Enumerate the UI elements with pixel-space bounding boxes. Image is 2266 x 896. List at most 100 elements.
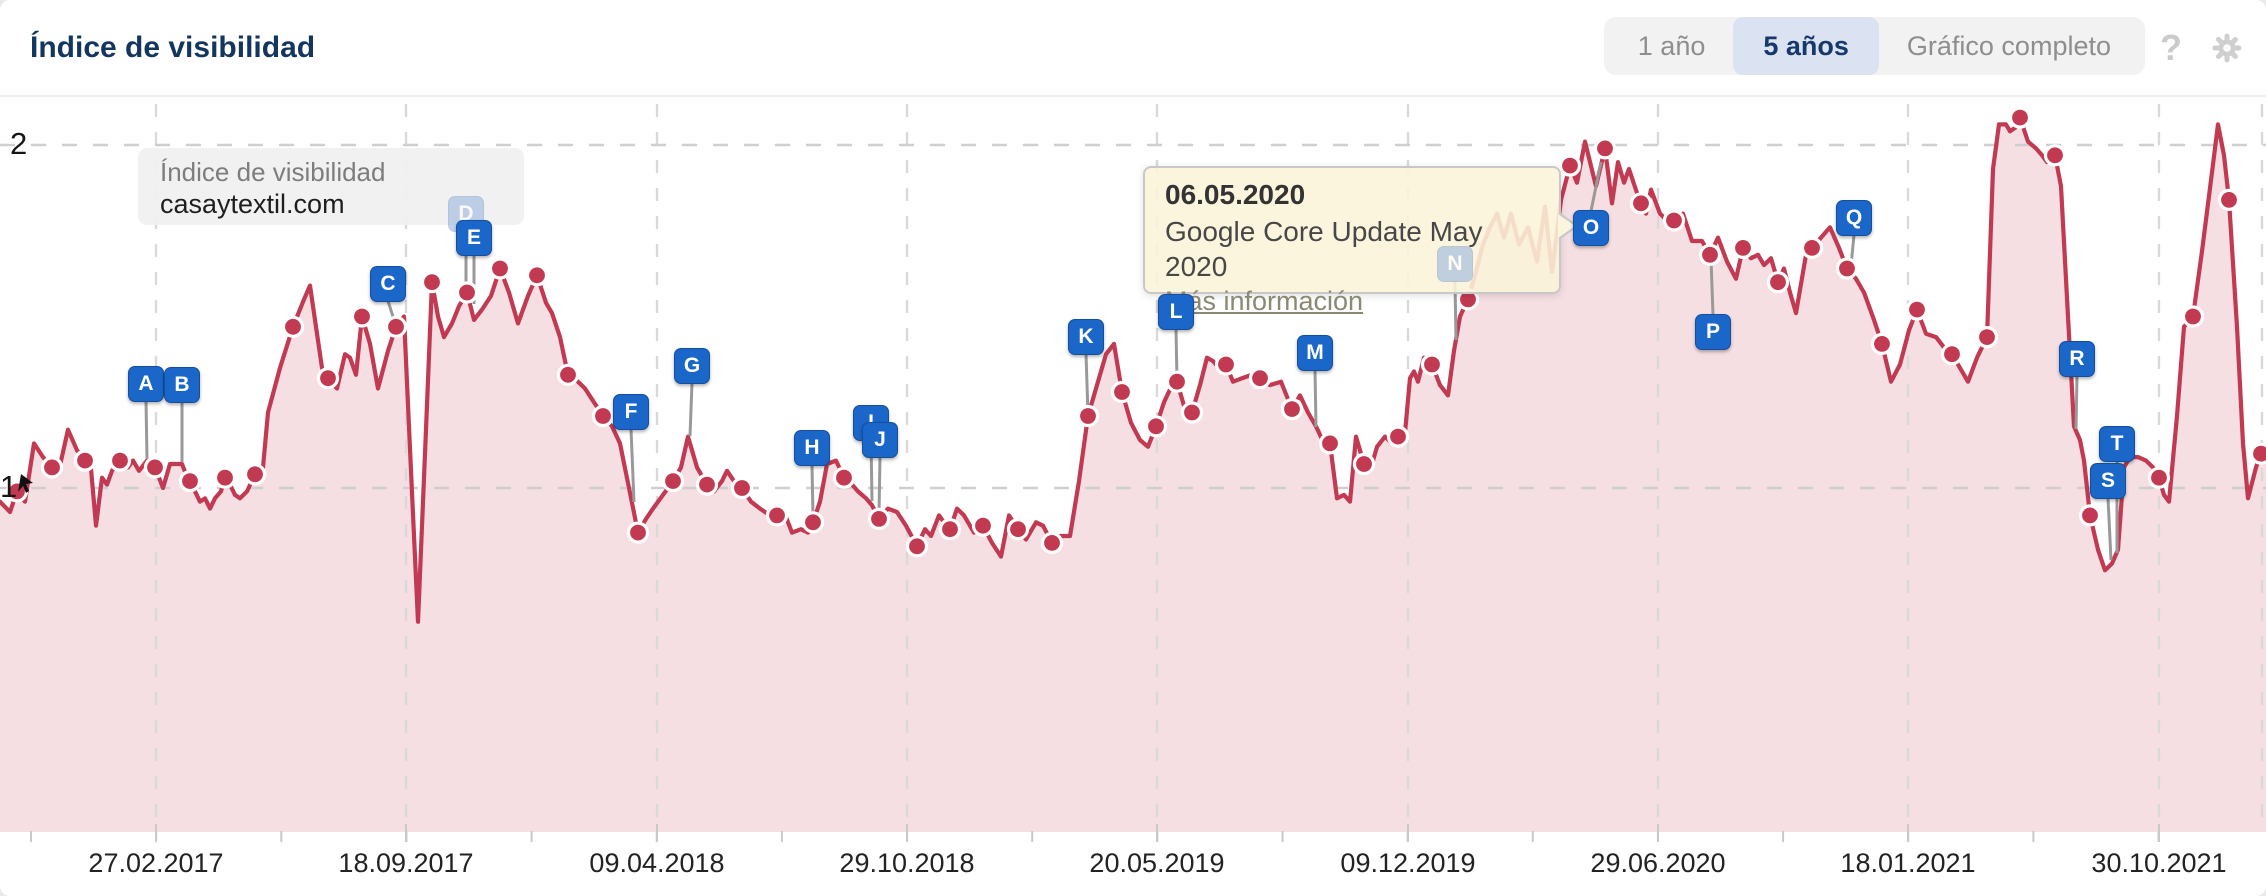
- data-point-dot[interactable]: [455, 281, 479, 304]
- data-point-dot[interactable]: [2147, 466, 2171, 489]
- data-point-dot[interactable]: [938, 518, 962, 541]
- data-point-dot[interactable]: [1975, 326, 1999, 349]
- data-point-dot[interactable]: [350, 305, 374, 328]
- data-point-dot[interactable]: [867, 507, 891, 531]
- event-marker-M[interactable]: M: [1297, 335, 1333, 371]
- data-point-dot[interactable]: [1766, 271, 1790, 294]
- event-marker-S[interactable]: S: [2090, 463, 2126, 499]
- chart-legend: Índice de visibilidad casaytextil.com: [138, 148, 524, 225]
- mouse-cursor: [18, 474, 33, 493]
- data-point-dot[interactable]: [384, 315, 408, 338]
- event-marker-L[interactable]: L: [1158, 294, 1194, 330]
- data-point-dot[interactable]: [2043, 144, 2067, 167]
- data-point-dot[interactable]: [281, 315, 305, 338]
- range-button-gráfico-completo[interactable]: Gráfico completo: [1906, 30, 2111, 61]
- data-point-dot[interactable]: [730, 476, 754, 500]
- data-point-dot[interactable]: [1940, 343, 1964, 366]
- data-point-dot[interactable]: [420, 271, 444, 294]
- data-point-dot[interactable]: [1280, 398, 1304, 421]
- data-point-dot[interactable]: [626, 521, 650, 544]
- data-point-dot[interactable]: [243, 463, 267, 486]
- x-axis-label-27.02.2017: 27.02.2017: [88, 848, 224, 878]
- data-point-dot[interactable]: [143, 456, 167, 479]
- data-point-dot[interactable]: [695, 473, 719, 496]
- data-point-dot[interactable]: [525, 264, 549, 287]
- data-point-dot[interactable]: [2181, 305, 2205, 328]
- data-point-dot[interactable]: [801, 511, 825, 534]
- data-point-dot[interactable]: [1076, 404, 1100, 428]
- data-point-dot[interactable]: [1180, 401, 1204, 424]
- data-point-dot[interactable]: [1800, 236, 1824, 259]
- range-button-1-año[interactable]: 1 año: [1637, 30, 1706, 61]
- data-point-dot[interactable]: [971, 514, 995, 537]
- event-marker-N[interactable]: N: [1437, 246, 1473, 282]
- event-marker-A[interactable]: A: [128, 366, 164, 402]
- event-marker-Q[interactable]: Q: [1836, 200, 1872, 236]
- data-point-dot[interactable]: [591, 404, 615, 428]
- data-point-dot[interactable]: [2249, 442, 2266, 465]
- data-point-dot[interactable]: [765, 504, 789, 527]
- data-point-dot[interactable]: [2078, 504, 2102, 527]
- x-axis-label-29.10.2018: 29.10.2018: [839, 848, 975, 878]
- data-point-dot[interactable]: [661, 470, 685, 493]
- data-point-dot[interactable]: [1870, 332, 1894, 355]
- event-marker-B[interactable]: B: [164, 367, 200, 403]
- data-point-dot[interactable]: [1835, 257, 1859, 280]
- event-tooltip: 06.05.2020 Google Core Update May 2020 M…: [1143, 166, 1579, 316]
- event-marker-K[interactable]: K: [1068, 319, 1104, 355]
- range-button-5-años[interactable]: 5 años: [1733, 17, 1879, 75]
- data-point-dot[interactable]: [1248, 367, 1272, 390]
- marker-stem-G: [688, 382, 694, 437]
- data-point-dot[interactable]: [1593, 137, 1617, 160]
- data-point-dot[interactable]: [1165, 370, 1189, 393]
- event-marker-G[interactable]: G: [674, 348, 710, 384]
- data-point-dot[interactable]: [1214, 353, 1238, 376]
- tooltip-more-info-link[interactable]: Más información: [1165, 286, 1364, 316]
- data-point-dot[interactable]: [108, 449, 132, 472]
- event-marker-J[interactable]: J: [862, 422, 898, 458]
- event-marker-R[interactable]: R: [2059, 341, 2095, 377]
- data-point-dot[interactable]: [1318, 432, 1342, 455]
- data-point-dot[interactable]: [556, 363, 580, 386]
- event-marker-H[interactable]: H: [794, 430, 830, 466]
- data-point-dot[interactable]: [1662, 209, 1686, 232]
- data-point-dot[interactable]: [1905, 298, 1929, 321]
- data-point-dot[interactable]: [1386, 425, 1410, 448]
- data-point-dot[interactable]: [1420, 353, 1444, 376]
- data-point-dot[interactable]: [73, 449, 97, 472]
- data-point-dot[interactable]: [1352, 452, 1376, 476]
- widget-header: Índice de visibilidad 1 año 5 años Gráfico…: [0, 0, 2266, 97]
- event-marker-F[interactable]: F: [613, 394, 649, 430]
- data-point-dot[interactable]: [1629, 192, 1653, 215]
- event-marker-O[interactable]: O: [1573, 210, 1609, 246]
- data-point-dot[interactable]: [1558, 154, 1582, 177]
- data-point-dot[interactable]: [1731, 236, 1755, 259]
- data-point-dot[interactable]: [1006, 518, 1030, 541]
- help-icon[interactable]: ?: [2160, 26, 2182, 68]
- data-point-dot[interactable]: [2217, 188, 2241, 211]
- data-point-dot[interactable]: [178, 470, 202, 493]
- data-point-dot[interactable]: [488, 257, 512, 280]
- data-point-dot[interactable]: [40, 456, 64, 479]
- event-marker-E[interactable]: E: [456, 220, 492, 256]
- data-point-dot[interactable]: [1040, 531, 1064, 555]
- gear-icon[interactable]: [2212, 33, 2242, 63]
- event-marker-T[interactable]: T: [2099, 426, 2135, 462]
- event-marker-C[interactable]: C: [370, 266, 406, 302]
- data-point-dot[interactable]: [1698, 243, 1722, 266]
- marker-stem-M: [1313, 369, 1318, 428]
- legend-domain: casaytextil.com: [160, 189, 345, 219]
- data-point-dot[interactable]: [213, 466, 237, 489]
- data-point-dot[interactable]: [2008, 106, 2032, 129]
- data-point-dot[interactable]: [832, 466, 856, 489]
- data-point-dot[interactable]: [1110, 380, 1134, 404]
- series-area: [0, 117, 2266, 833]
- y-axis-label-2: 2: [10, 126, 28, 161]
- event-marker-P[interactable]: P: [1695, 314, 1731, 350]
- data-point-dot[interactable]: [905, 535, 929, 558]
- data-point-dot[interactable]: [1144, 415, 1168, 438]
- data-point-dot[interactable]: [316, 367, 340, 390]
- x-axis-label-20.05.2019: 20.05.2019: [1089, 848, 1225, 878]
